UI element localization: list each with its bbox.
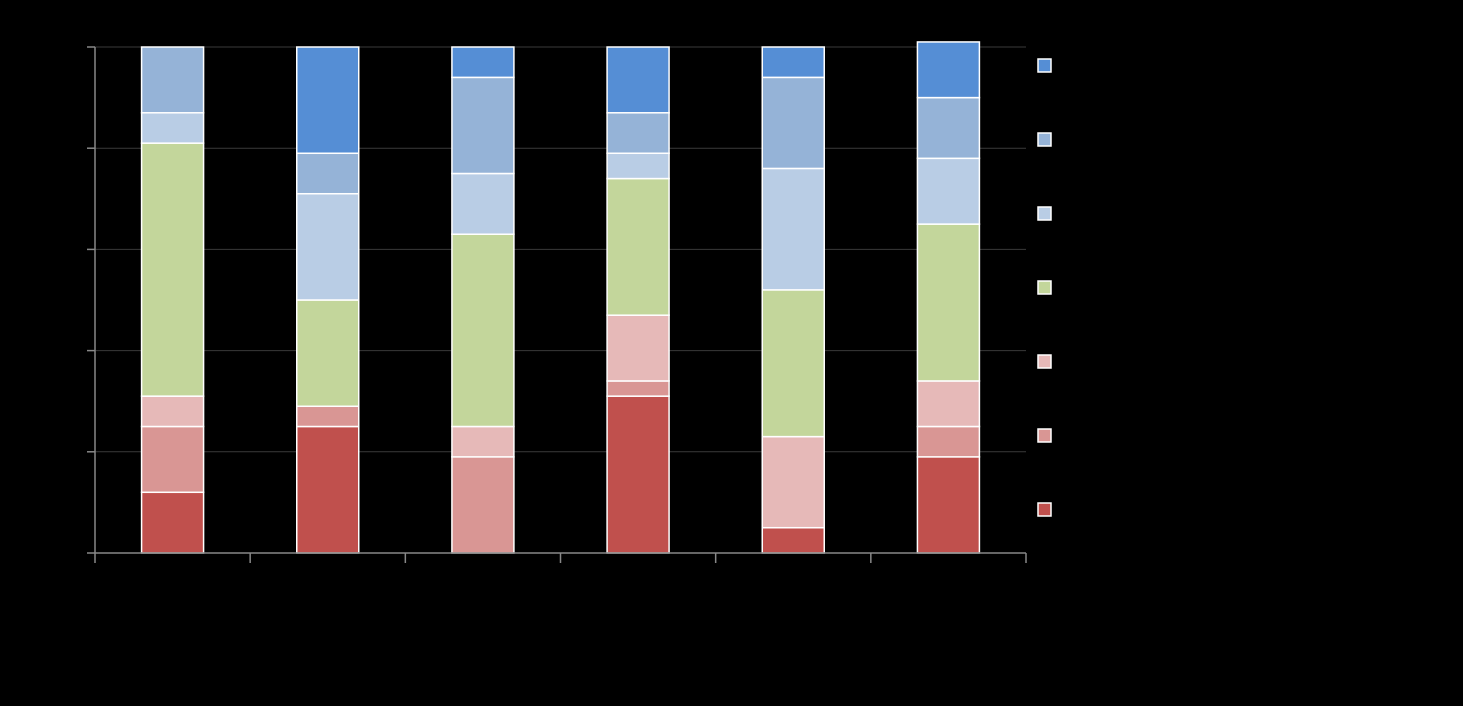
bar-segment: [296, 192, 360, 301]
bar-segment: [761, 435, 825, 529]
legend: [1037, 58, 1052, 517]
bar-segment: [606, 152, 670, 180]
bar-segment: [916, 223, 981, 382]
bar-segment: [140, 491, 205, 554]
bar-segment: [451, 76, 515, 175]
axis-layer: [87, 46, 1027, 563]
bar-segment: [916, 41, 981, 99]
bar-segment: [140, 46, 205, 114]
bar-segment: [761, 46, 825, 79]
legend-swatch: [1037, 354, 1052, 369]
bar-segment: [140, 112, 205, 144]
bars-layer: [140, 41, 981, 554]
bar-segment: [606, 112, 670, 155]
bar-segment: [296, 425, 360, 554]
bar-segment: [140, 425, 205, 494]
bar-segment: [916, 425, 981, 458]
bar-segment: [916, 380, 981, 428]
bar-segment: [296, 299, 360, 408]
bar-segment: [451, 46, 515, 79]
bar-segment: [606, 177, 670, 316]
bar-segment: [761, 526, 825, 554]
bar-segment: [296, 152, 360, 195]
legend-swatch: [1037, 132, 1052, 147]
legend-swatch: [1037, 502, 1052, 517]
bar-segment: [451, 456, 515, 554]
bar-segment: [140, 395, 205, 428]
legend-swatch: [1037, 58, 1052, 73]
bar-segment: [606, 395, 670, 554]
legend-swatch: [1037, 428, 1052, 443]
bar-segment: [916, 157, 981, 225]
bar-segment: [296, 46, 360, 155]
bar-segment: [606, 314, 670, 382]
grid-layer: [95, 46, 1026, 453]
bar-segment: [606, 380, 670, 397]
bar-segment: [451, 172, 515, 235]
bar-segment: [916, 456, 981, 554]
legend-swatch: [1037, 206, 1052, 221]
bar-segment: [140, 142, 205, 397]
bar-segment: [606, 46, 670, 114]
bar-segment: [761, 167, 825, 291]
bar-segment: [451, 425, 515, 458]
bar-segment: [296, 405, 360, 428]
bar-segment: [916, 96, 981, 160]
legend-swatch: [1037, 280, 1052, 295]
bar-segment: [761, 289, 825, 438]
bar-segment: [761, 76, 825, 170]
bar-segment: [451, 233, 515, 428]
